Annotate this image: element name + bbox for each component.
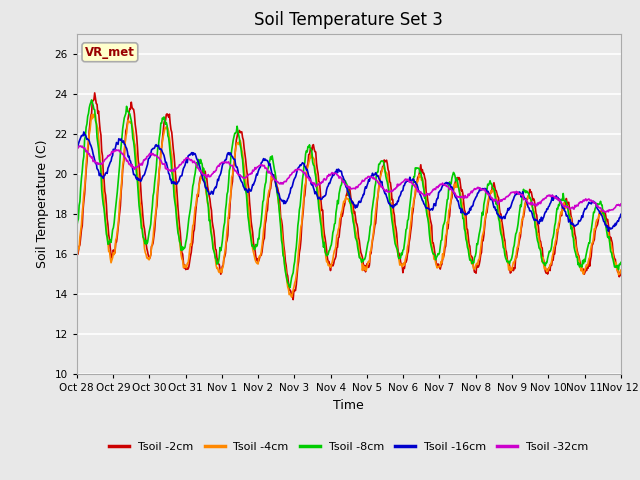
Tsoil -8cm [88,97,95,103]
Tsoil -2cm [432,255,440,261]
Legend: Tsoil -2cm, Tsoil -4cm, Tsoil -8cm, Tsoil -16cm, Tsoil -32cm: Tsoil -2cm, Tsoil -4cm, Tsoil -8cm, Tsoi… [105,438,593,457]
Tsoil -4cm [73,254,81,260]
Tsoil -32cm [246,171,253,177]
Tsoil -32cm [497,197,505,203]
Tsoil -2cm [289,297,297,302]
Tsoil -32cm [73,145,81,151]
Tsoil -2cm [207,203,214,209]
Tsoil -4cm [207,222,214,228]
Line: Tsoil -8cm: Tsoil -8cm [77,100,621,288]
Tsoil -32cm [617,201,625,207]
Tsoil -4cm [246,215,253,220]
Tsoil -16cm [497,214,505,219]
Line: Tsoil -4cm: Tsoil -4cm [77,114,621,297]
Tsoil -8cm [73,224,81,229]
Tsoil -2cm [565,199,573,205]
Tsoil -8cm [207,228,214,233]
X-axis label: Time: Time [333,399,364,412]
Tsoil -8cm [432,257,440,263]
Line: Tsoil -16cm: Tsoil -16cm [77,132,621,231]
Tsoil -8cm [617,260,625,265]
Tsoil -16cm [605,228,612,234]
Tsoil -16cm [246,187,253,192]
Tsoil -4cm [498,228,506,234]
Title: Soil Temperature Set 3: Soil Temperature Set 3 [254,11,444,29]
Y-axis label: Soil Temperature (C): Soil Temperature (C) [36,140,49,268]
Tsoil -4cm [432,260,440,265]
Line: Tsoil -2cm: Tsoil -2cm [77,93,621,300]
Tsoil -16cm [617,212,625,217]
Tsoil -16cm [73,145,81,151]
Tsoil -32cm [227,163,235,168]
Tsoil -32cm [76,143,84,149]
Tsoil -2cm [498,218,506,224]
Tsoil -2cm [617,273,625,278]
Tsoil -8cm [246,227,253,233]
Tsoil -8cm [498,233,506,239]
Text: VR_met: VR_met [85,46,135,59]
Tsoil -2cm [91,90,99,96]
Tsoil -16cm [431,201,438,207]
Tsoil -4cm [91,111,99,117]
Tsoil -4cm [617,267,625,273]
Tsoil -2cm [73,247,81,253]
Tsoil -32cm [207,173,214,179]
Tsoil -16cm [207,191,214,197]
Tsoil -2cm [246,200,253,205]
Tsoil -16cm [227,151,235,156]
Line: Tsoil -32cm: Tsoil -32cm [77,146,621,212]
Tsoil -4cm [565,206,573,212]
Tsoil -16cm [80,129,88,135]
Tsoil -8cm [286,285,294,290]
Tsoil -8cm [227,154,235,159]
Tsoil -32cm [564,204,572,210]
Tsoil -4cm [227,190,235,196]
Tsoil -8cm [565,212,573,218]
Tsoil -16cm [564,214,572,219]
Tsoil -32cm [431,186,438,192]
Tsoil -4cm [288,294,296,300]
Tsoil -2cm [227,190,235,196]
Tsoil -32cm [602,209,609,215]
